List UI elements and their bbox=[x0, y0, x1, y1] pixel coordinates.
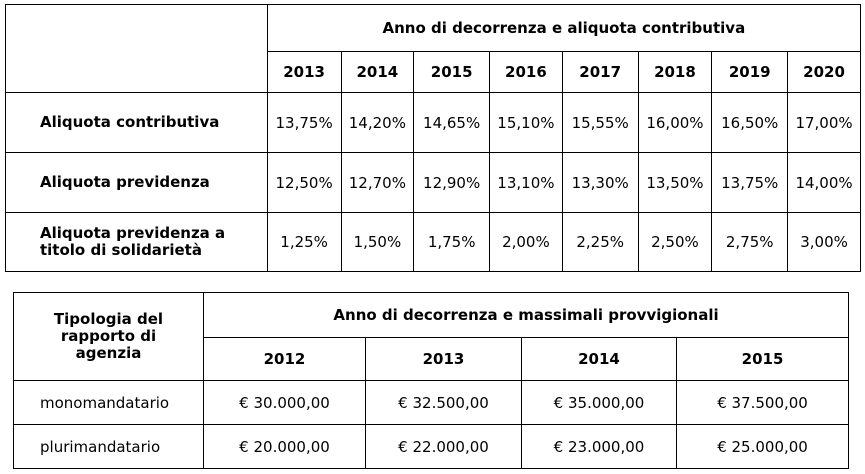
row-label: Aliquota previdenza a titolo di solidarie… bbox=[5, 212, 268, 272]
row-label: Aliquota previdenza bbox=[5, 152, 268, 213]
header-line: agenzia bbox=[75, 344, 142, 362]
table-row: monomandatario € 30.000,00 € 32.500,00 €… bbox=[13, 380, 850, 425]
agency-type-header: Tipologia del rapporto di agenzia bbox=[13, 292, 204, 381]
empty-corner-cell bbox=[5, 4, 268, 93]
group-header: Anno di decorrenza e massimali provvigio… bbox=[202, 292, 850, 338]
rate-cell: 1,50% bbox=[340, 212, 415, 272]
year-header: 2014 bbox=[521, 337, 677, 381]
table-row: Aliquota previdenza 12,50% 12,70% 12,90%… bbox=[5, 152, 861, 213]
year-header: 2017 bbox=[561, 51, 639, 93]
year-header: 2018 bbox=[637, 51, 713, 93]
year-header: 2020 bbox=[787, 51, 861, 93]
rate-cell: 14,00% bbox=[787, 152, 861, 213]
rate-cell: 13,50% bbox=[637, 152, 713, 213]
rate-cell: 2,00% bbox=[489, 212, 563, 272]
contribution-rate-table: Anno di decorrenza e aliquota contributi… bbox=[5, 4, 862, 272]
amount-cell: € 35.000,00 bbox=[521, 380, 677, 425]
rate-cell: 12,70% bbox=[340, 152, 415, 213]
row-label: monomandatario bbox=[13, 380, 204, 425]
rate-cell: 16,00% bbox=[637, 92, 713, 153]
amount-cell: € 30.000,00 bbox=[203, 380, 366, 425]
row-label: plurimandatario bbox=[13, 424, 204, 469]
rate-cell: 2,50% bbox=[637, 212, 713, 272]
rate-cell: 14,20% bbox=[340, 92, 415, 153]
amount-cell: € 37.500,00 bbox=[675, 380, 850, 425]
rate-cell: 15,10% bbox=[489, 92, 563, 153]
commission-ceiling-table: Tipologia del rapporto di agenzia Anno di … bbox=[13, 292, 850, 469]
rate-cell: 14,65% bbox=[413, 92, 491, 153]
table-row: plurimandatario € 20.000,00 € 22.000,00 … bbox=[13, 424, 850, 469]
rate-cell: 12,50% bbox=[266, 152, 342, 213]
rate-cell: 2,75% bbox=[711, 212, 789, 272]
row-label-line: Aliquota previdenza a bbox=[40, 224, 226, 242]
rate-cell: 1,75% bbox=[413, 212, 491, 272]
rate-cell: 2,25% bbox=[561, 212, 639, 272]
amount-cell: € 20.000,00 bbox=[203, 424, 366, 469]
rate-cell: 13,75% bbox=[266, 92, 342, 153]
rate-cell: 1,25% bbox=[266, 212, 342, 272]
header-line: rapporto di bbox=[60, 327, 157, 345]
amount-cell: € 25.000,00 bbox=[675, 424, 850, 469]
rate-cell: 13,75% bbox=[711, 152, 789, 213]
year-header: 2013 bbox=[266, 51, 342, 93]
rate-cell: 17,00% bbox=[787, 92, 861, 153]
rate-cell: 15,55% bbox=[561, 92, 639, 153]
rate-cell: 13,30% bbox=[561, 152, 639, 213]
row-label: Aliquota contributiva bbox=[5, 92, 268, 153]
year-header: 2015 bbox=[675, 337, 850, 381]
header-line: Tipologia del bbox=[53, 310, 164, 328]
row-label-line: titolo di solidarietà bbox=[40, 241, 202, 259]
year-header: 2014 bbox=[340, 51, 415, 93]
amount-cell: € 32.500,00 bbox=[365, 380, 522, 425]
table-row: Aliquota contributiva 13,75% 14,20% 14,6… bbox=[5, 92, 861, 153]
table-row: Aliquota previdenza a titolo di solidarie… bbox=[5, 212, 861, 272]
year-header: 2013 bbox=[365, 337, 522, 381]
rate-cell: 3,00% bbox=[787, 212, 861, 272]
rate-cell: 16,50% bbox=[711, 92, 789, 153]
year-header: 2015 bbox=[413, 51, 491, 93]
rate-cell: 13,10% bbox=[489, 152, 563, 213]
year-header: 2019 bbox=[711, 51, 789, 93]
rate-cell: 12,90% bbox=[413, 152, 491, 213]
group-header: Anno di decorrenza e aliquota contributi… bbox=[266, 4, 862, 52]
year-header: 2016 bbox=[489, 51, 563, 93]
year-header: 2012 bbox=[203, 337, 366, 381]
amount-cell: € 23.000,00 bbox=[521, 424, 677, 469]
amount-cell: € 22.000,00 bbox=[365, 424, 522, 469]
